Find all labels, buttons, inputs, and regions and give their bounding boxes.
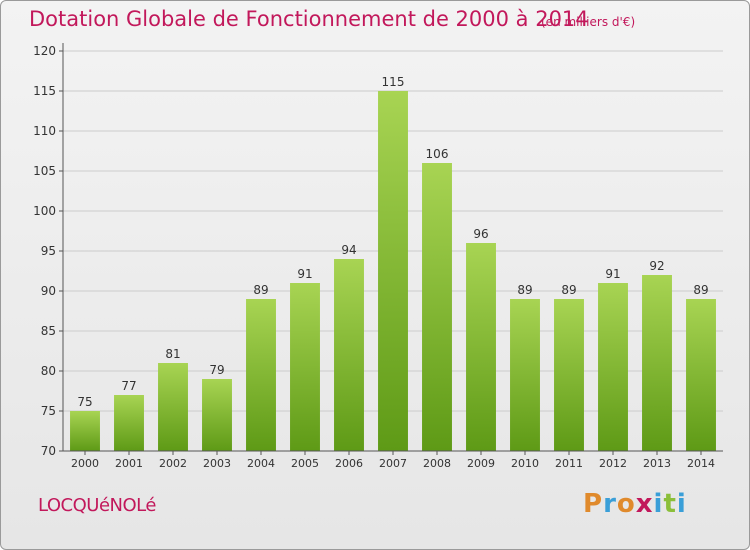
bar xyxy=(158,363,188,451)
bar-value-label: 94 xyxy=(341,243,356,257)
y-tick-label: 70 xyxy=(41,444,56,458)
bar-value-label: 92 xyxy=(649,259,664,273)
x-tick-label: 2013 xyxy=(643,457,671,470)
logo-letter: x xyxy=(635,489,654,519)
x-tick-label: 2007 xyxy=(379,457,407,470)
logo-letter: t xyxy=(663,489,677,519)
bar-value-label: 106 xyxy=(426,147,449,161)
y-tick-label: 110 xyxy=(33,124,56,138)
bar-value-label: 75 xyxy=(77,395,92,409)
logo-letter: r xyxy=(603,489,617,519)
bar xyxy=(290,283,320,451)
bar xyxy=(422,163,452,451)
bar xyxy=(686,299,716,451)
x-tick-label: 2006 xyxy=(335,457,363,470)
y-tick-label: 100 xyxy=(33,204,56,218)
bar-value-label: 89 xyxy=(693,283,708,297)
bars: 75 77 81 79 89 91 94 115 106 96 89 89 91 92 89 xyxy=(70,75,716,451)
y-tick-label: 90 xyxy=(41,284,56,298)
chart-title: Dotation Globale de Fonctionnement de 20… xyxy=(29,7,589,31)
y-tick-label: 120 xyxy=(33,44,56,58)
proxiti-logo[interactable]: Proxiti xyxy=(583,489,687,519)
logo-letter: i xyxy=(676,489,687,519)
axes: 70 75 80 85 90 95 100 105 110 115 120 2000 2001 2002 2… xyxy=(33,43,723,470)
bar-value-label: 91 xyxy=(297,267,312,281)
x-tick-label: 2004 xyxy=(247,457,275,470)
x-tick-label: 2012 xyxy=(599,457,627,470)
bar xyxy=(246,299,276,451)
x-tick-label: 2008 xyxy=(423,457,451,470)
bar xyxy=(114,395,144,451)
bar-value-label: 91 xyxy=(605,267,620,281)
x-tick-label: 2001 xyxy=(115,457,143,470)
bar xyxy=(334,259,364,451)
bar xyxy=(642,275,672,451)
logo-letter: P xyxy=(583,489,604,519)
bar-value-label: 77 xyxy=(121,379,136,393)
bar-value-label: 89 xyxy=(517,283,532,297)
x-tick-label: 2009 xyxy=(467,457,495,470)
x-tick-label: 2014 xyxy=(687,457,715,470)
x-tick-label: 2002 xyxy=(159,457,187,470)
bar xyxy=(598,283,628,451)
bar-value-label: 79 xyxy=(209,363,224,377)
bar-value-label: 81 xyxy=(165,347,180,361)
y-tick-label: 105 xyxy=(33,164,56,178)
logo-letter: i xyxy=(653,489,664,519)
y-tick-label: 80 xyxy=(41,364,56,378)
logo-letter: o xyxy=(616,489,636,519)
y-tick-label: 115 xyxy=(33,84,56,98)
bar xyxy=(466,243,496,451)
bar-value-label: 89 xyxy=(561,283,576,297)
bar-value-label: 96 xyxy=(473,227,488,241)
bar-value-label: 89 xyxy=(253,283,268,297)
y-tick-label: 95 xyxy=(41,244,56,258)
commune-name: LOCQUéNOLé xyxy=(38,495,156,516)
x-tick-label: 2003 xyxy=(203,457,231,470)
x-tick-label: 2005 xyxy=(291,457,319,470)
bar xyxy=(378,91,408,451)
x-tick-label: 2011 xyxy=(555,457,583,470)
bar xyxy=(202,379,232,451)
bar xyxy=(510,299,540,451)
bar xyxy=(70,411,100,451)
bar-value-label: 115 xyxy=(382,75,405,89)
chart-subtitle: (en milliers d'€) xyxy=(541,15,636,29)
bar xyxy=(554,299,584,451)
x-tick-label: 2000 xyxy=(71,457,99,470)
y-tick-label: 85 xyxy=(41,324,56,338)
x-tick-label: 2010 xyxy=(511,457,539,470)
y-tick-label: 75 xyxy=(41,404,56,418)
